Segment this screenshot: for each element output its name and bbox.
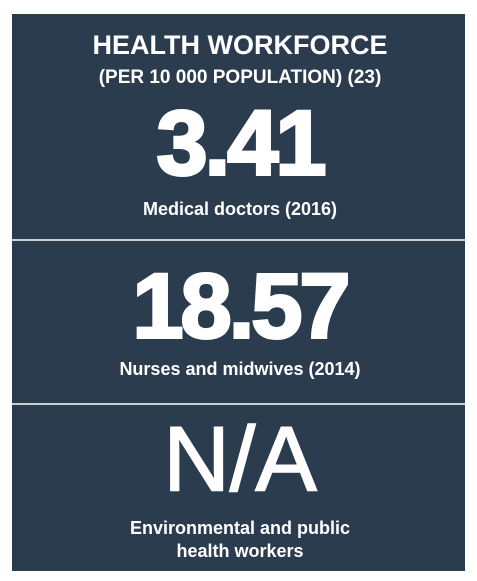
panel [12, 14, 465, 571]
stat-value: N/A [163, 408, 317, 510]
title: HEALTH WORKFORCE [93, 30, 388, 60]
subtitle: (PER 10 000 POPULATION) (23) [99, 67, 382, 88]
stat-value: 3.41 [156, 92, 324, 194]
stat-label: health workers [176, 541, 303, 561]
stat-label: Environmental and public [130, 518, 350, 538]
stat-value: 18.57 [132, 255, 347, 357]
stat-label: Nurses and midwives (2014) [119, 359, 360, 379]
stat-label: Medical doctors (2016) [143, 199, 337, 219]
